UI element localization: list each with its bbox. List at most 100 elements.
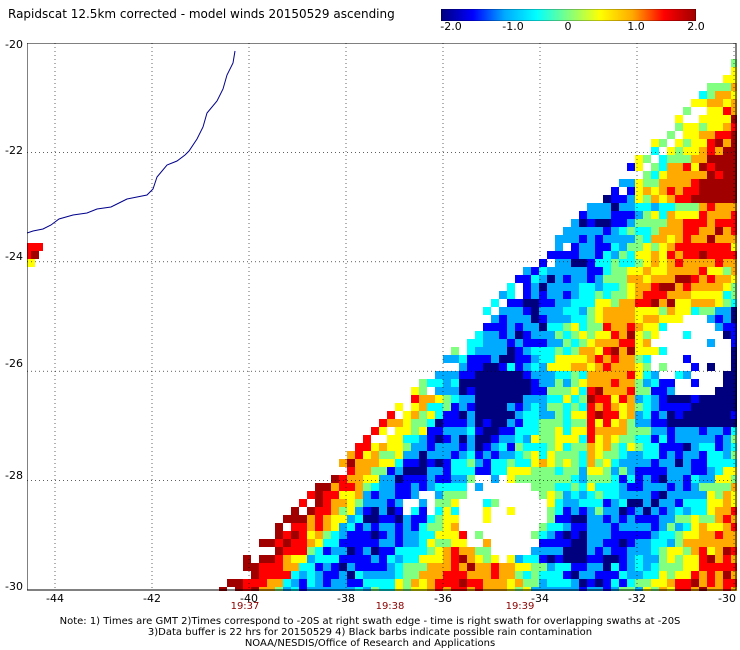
wind-difference-cell (491, 459, 499, 467)
wind-difference-cell (523, 459, 531, 467)
wind-difference-cell (643, 491, 651, 499)
wind-difference-cell (723, 243, 731, 251)
wind-difference-cell (539, 475, 547, 483)
wind-difference-cell (715, 531, 723, 539)
wind-difference-cell (523, 555, 531, 563)
wind-difference-cell (587, 403, 595, 411)
wind-difference-cell (611, 299, 619, 307)
wind-difference-cell (627, 267, 635, 275)
wind-difference-cell (699, 547, 707, 555)
wind-difference-cell (651, 251, 659, 259)
wind-difference-cell (411, 459, 419, 467)
wind-difference-cell (691, 515, 699, 523)
wind-difference-cell (699, 531, 707, 539)
wind-difference-cell (667, 315, 675, 323)
wind-difference-cell (515, 459, 523, 467)
wind-difference-cell (451, 379, 459, 387)
wind-difference-cell (635, 587, 643, 591)
wind-difference-cell (515, 355, 523, 363)
wind-difference-cell (651, 347, 659, 355)
wind-difference-cell (371, 547, 379, 555)
wind-difference-cell (387, 499, 395, 507)
wind-difference-cell (515, 571, 523, 579)
wind-difference-cell (451, 467, 459, 475)
wind-difference-cell (299, 587, 307, 591)
wind-difference-cell (683, 179, 691, 187)
wind-difference-cell (611, 315, 619, 323)
wind-difference-cell (547, 339, 555, 347)
wind-difference-cell (507, 435, 515, 443)
wind-difference-cell (467, 347, 475, 355)
wind-difference-cell (651, 267, 659, 275)
wind-difference-cell (251, 587, 259, 591)
wind-difference-cell (667, 291, 675, 299)
wind-difference-cell (507, 459, 515, 467)
wind-difference-cell (563, 555, 571, 563)
wind-difference-cell (435, 515, 443, 523)
wind-difference-cell (563, 331, 571, 339)
wind-difference-cell (419, 531, 427, 539)
wind-difference-cell (659, 411, 667, 419)
wind-difference-cell (563, 283, 571, 291)
wind-difference-cell (707, 427, 715, 435)
wind-difference-cell (363, 563, 371, 571)
wind-difference-cell (723, 299, 731, 307)
wind-difference-cell (683, 483, 691, 491)
wind-difference-cell (563, 403, 571, 411)
wind-difference-cell (347, 499, 355, 507)
wind-difference-cell (595, 363, 603, 371)
wind-difference-cell (531, 291, 539, 299)
wind-difference-cell (587, 371, 595, 379)
lat-label-28: -28 (5, 468, 23, 482)
wind-difference-cell (395, 563, 403, 571)
wind-difference-cell (651, 163, 659, 171)
wind-difference-cell (419, 443, 427, 451)
wind-difference-cell (451, 531, 459, 539)
wind-difference-cell (691, 555, 699, 563)
wind-difference-cell (499, 435, 507, 443)
wind-difference-cell (467, 587, 475, 591)
wind-difference-cell (523, 475, 531, 483)
wind-difference-cell (419, 395, 427, 403)
wind-difference-cell (587, 531, 595, 539)
wind-difference-cell (707, 467, 715, 475)
wind-difference-cell (603, 507, 611, 515)
wind-difference-cell (595, 563, 603, 571)
wind-difference-cell (635, 347, 643, 355)
wind-difference-cell (627, 475, 635, 483)
wind-difference-cell (267, 539, 275, 547)
wind-difference-cell (379, 451, 387, 459)
wind-difference-cell (555, 531, 563, 539)
wind-difference-cell (627, 539, 635, 547)
wind-difference-cell (651, 331, 659, 339)
wind-difference-cell (459, 491, 467, 499)
wind-difference-cell (491, 499, 499, 507)
wind-difference-cell (371, 451, 379, 459)
wind-difference-cell (699, 299, 707, 307)
wind-difference-cell (699, 499, 707, 507)
wind-difference-cell (627, 331, 635, 339)
wind-difference-cell (403, 475, 411, 483)
wind-difference-cell (483, 363, 491, 371)
wind-difference-cell (611, 203, 619, 211)
wind-difference-cell (723, 427, 731, 435)
wind-difference-cell (603, 331, 611, 339)
wind-difference-cell (611, 323, 619, 331)
wind-difference-cell (323, 483, 331, 491)
wind-difference-cell (459, 451, 467, 459)
wind-difference-cell (683, 211, 691, 219)
wind-difference-cell (451, 403, 459, 411)
wind-difference-cell (683, 467, 691, 475)
wind-difference-cell (355, 499, 363, 507)
wind-difference-cell (667, 243, 675, 251)
wind-difference-cell (435, 451, 443, 459)
lon-label-32: -32 (628, 592, 646, 605)
wind-difference-cell (723, 403, 731, 411)
wind-difference-cell (611, 563, 619, 571)
wind-difference-cell (619, 539, 627, 547)
wind-difference-cell (651, 283, 659, 291)
wind-difference-cell (371, 467, 379, 475)
wind-difference-cell (643, 459, 651, 467)
wind-difference-cell (675, 211, 683, 219)
wind-difference-cell (627, 587, 635, 591)
